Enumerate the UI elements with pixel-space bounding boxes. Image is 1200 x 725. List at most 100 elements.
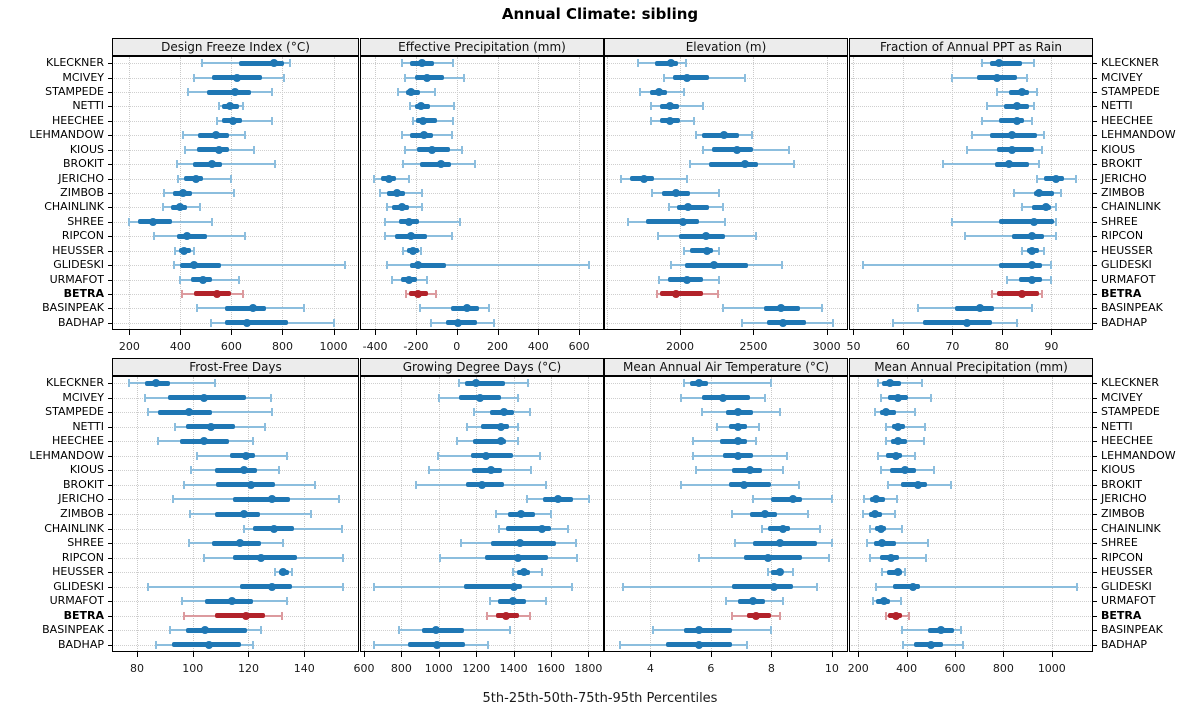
station-label-left: BADHAP: [58, 315, 104, 329]
whisker-cap: [1035, 174, 1038, 183]
whisker-cap: [901, 640, 904, 649]
row-gridline: [362, 279, 602, 281]
whisker-cap: [289, 59, 292, 68]
whisker-cap: [303, 304, 306, 313]
station-label-left: HEECHEE: [51, 113, 104, 127]
whisker-cap: [576, 553, 579, 562]
iqr-bar: [225, 305, 266, 311]
median-dot: [213, 289, 222, 298]
percentile-whisker: [128, 382, 215, 385]
iqr-bar: [768, 526, 790, 532]
whisker-cap: [243, 524, 246, 533]
median-dot: [901, 466, 910, 475]
whisker-cap: [1042, 131, 1045, 140]
x-axis-tick-label: 120: [237, 662, 259, 675]
row-gridline: [114, 572, 357, 574]
station-axis-tick: [108, 322, 112, 324]
row-gridline: [362, 514, 602, 515]
median-dot: [1017, 289, 1026, 298]
x-axis-tick-label: 60: [895, 340, 910, 353]
whisker-cap: [691, 451, 694, 460]
station-label-right: KLECKNER: [1101, 376, 1160, 390]
iqr-bar: [999, 262, 1042, 268]
station-label-left: MCIVEY: [62, 390, 104, 404]
whisker-cap: [528, 611, 531, 620]
station-label-right: BETRA: [1101, 608, 1142, 622]
whisker-cap: [494, 510, 497, 518]
iqr-bar: [753, 540, 817, 546]
whisker-cap: [386, 203, 389, 212]
whisker-cap: [995, 88, 998, 97]
whisker-cap: [924, 553, 927, 562]
whisker-cap: [971, 131, 974, 140]
whisker-cap: [692, 116, 695, 125]
station-axis-tick: [1093, 178, 1097, 180]
median-dot: [878, 539, 887, 548]
x-axis-tick-label: 10: [824, 662, 839, 675]
whisker-cap: [941, 160, 944, 169]
station-axis-tick: [1093, 135, 1097, 137]
station-label-left: CHAINLINK: [44, 200, 104, 214]
whisker-cap: [290, 568, 293, 577]
station-label-left: CHAINLINK: [44, 521, 104, 535]
percentile-whisker: [866, 542, 929, 545]
whisker-cap: [715, 422, 718, 431]
median-dot: [404, 275, 413, 284]
iqr-bar: [421, 627, 465, 633]
row-gridline: [114, 207, 357, 209]
x-axis-tick-label: 200: [847, 662, 869, 675]
whisker-cap: [173, 422, 176, 431]
station-label-left: LEHMANDOW: [29, 448, 104, 462]
whisker-cap: [545, 480, 548, 489]
x-axis-tick: [680, 330, 682, 335]
median-dot: [416, 102, 425, 111]
whisker-cap: [694, 466, 697, 475]
station-axis-tick: [108, 250, 112, 252]
whisker-cap: [174, 246, 177, 255]
iqr-bar: [446, 320, 478, 326]
x-axis-tick-label: 600: [944, 662, 966, 675]
median-dot: [1052, 174, 1061, 183]
station-axis-tick: [1093, 383, 1097, 385]
x-axis-tick: [1051, 330, 1053, 335]
whisker-cap: [211, 217, 214, 226]
median-dot: [502, 611, 511, 620]
median-dot: [247, 480, 256, 489]
axis-caption: 5th-25th-50th-75th-95th Percentiles: [482, 691, 718, 706]
median-dot: [654, 88, 663, 97]
whisker-cap: [193, 73, 196, 82]
whisker-cap: [450, 131, 453, 140]
iqr-bar: [732, 584, 793, 590]
whisker-cap: [916, 304, 919, 313]
station-axis-tick: [108, 455, 112, 457]
station-axis-tick: [108, 120, 112, 122]
median-dot: [734, 422, 743, 431]
station-axis-tick: [1093, 293, 1097, 295]
panel-strip-design-freeze-index-c: Design Freeze Index (°C): [112, 38, 359, 56]
whisker-cap: [717, 189, 720, 197]
whisker-cap: [435, 289, 438, 298]
row-gridline: [851, 615, 1091, 617]
x-axis-tick-label: 800: [271, 340, 293, 353]
x-axis-tick-label: 400: [527, 340, 549, 353]
whisker-cap: [436, 451, 439, 460]
median-dot: [1012, 102, 1021, 111]
whisker-cap: [767, 568, 770, 577]
median-dot: [397, 203, 406, 212]
whisker-cap: [770, 379, 773, 388]
median-dot: [241, 451, 250, 460]
median-dot: [882, 408, 891, 417]
median-dot: [682, 73, 691, 82]
median-dot: [1042, 203, 1051, 212]
whisker-cap: [310, 510, 313, 518]
whisker-cap: [458, 379, 461, 388]
whisker-cap: [862, 510, 865, 518]
row-gridline: [114, 383, 357, 385]
station-label-left: ZIMBOB: [60, 186, 104, 199]
station-label-left: RIPCON: [61, 550, 104, 564]
station-label-right: LEHMANDOW: [1101, 128, 1176, 142]
whisker-cap: [717, 246, 720, 255]
whisker-cap: [147, 408, 150, 417]
station-axis-tick: [108, 293, 112, 295]
station-axis-tick: [1093, 528, 1097, 530]
